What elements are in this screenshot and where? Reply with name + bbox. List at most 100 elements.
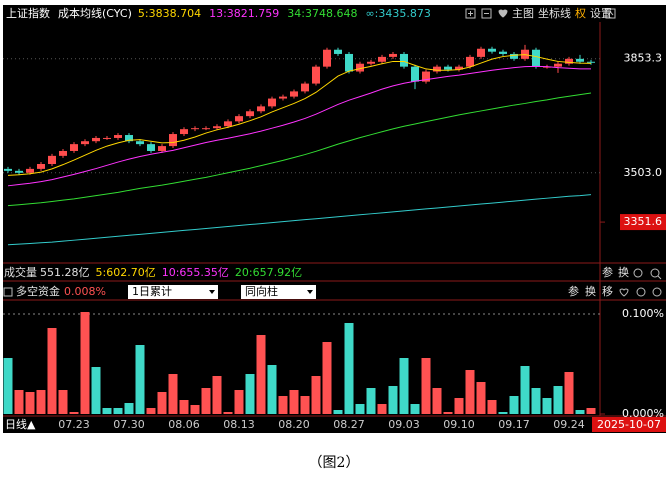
x-tick-label: 08.27 bbox=[333, 418, 365, 431]
candle-body bbox=[59, 150, 67, 156]
bar bbox=[58, 390, 68, 414]
bar bbox=[454, 398, 464, 414]
bar bbox=[377, 404, 387, 414]
candle-body bbox=[191, 128, 199, 130]
x-tick-label: 08.20 bbox=[278, 418, 310, 431]
header-button[interactable]: 设置 bbox=[590, 7, 612, 20]
fund-button[interactable]: 换 bbox=[585, 284, 596, 298]
cursor-date: 2025-10-07 bbox=[597, 418, 661, 431]
candle-body bbox=[70, 144, 78, 151]
bar bbox=[245, 374, 255, 414]
y-tick-label: 0.000% bbox=[622, 407, 664, 420]
bar bbox=[113, 408, 123, 414]
x-tick-label: 07.23 bbox=[58, 418, 90, 431]
candle-body bbox=[488, 48, 496, 52]
candle-body bbox=[180, 129, 188, 135]
ma-line bbox=[7, 194, 592, 246]
volume-average: 10:655.35亿 bbox=[162, 266, 229, 279]
ma-line bbox=[7, 92, 592, 207]
x-tick-label: 08.13 bbox=[223, 418, 255, 431]
candle-body bbox=[92, 137, 100, 142]
bar bbox=[520, 366, 530, 414]
header-button[interactable]: 权 bbox=[575, 7, 586, 20]
dropdown-label: 1日累计 bbox=[132, 285, 172, 298]
bar bbox=[146, 408, 156, 414]
bar bbox=[47, 328, 57, 414]
bar bbox=[190, 405, 200, 414]
x-tick-label: 09.24 bbox=[553, 418, 585, 431]
bar bbox=[36, 390, 46, 414]
candle-body bbox=[532, 49, 540, 67]
bar bbox=[498, 412, 508, 414]
candle-body bbox=[224, 121, 232, 127]
x-tick-label: 07.30 bbox=[113, 418, 145, 431]
candle-body bbox=[158, 146, 166, 151]
candle-body bbox=[356, 63, 364, 72]
bar bbox=[102, 408, 112, 414]
bar bbox=[432, 388, 442, 414]
bar bbox=[465, 370, 475, 414]
bar bbox=[14, 390, 24, 414]
cursor-date-box bbox=[592, 417, 666, 432]
candle-body bbox=[433, 66, 441, 72]
candle-body bbox=[114, 135, 122, 138]
legend-entry: 34:3748.648 bbox=[287, 7, 357, 20]
candle-body bbox=[48, 155, 56, 164]
dropdown[interactable] bbox=[128, 285, 218, 299]
period: 日线▲ bbox=[5, 417, 36, 431]
bar bbox=[69, 412, 79, 414]
volume-button[interactable]: 换 bbox=[618, 265, 629, 279]
candle-body bbox=[202, 128, 210, 130]
candle-body bbox=[378, 56, 386, 62]
x-tick-label: 09.10 bbox=[443, 418, 475, 431]
candle-body bbox=[466, 56, 474, 67]
dropdown[interactable] bbox=[241, 285, 316, 299]
bar bbox=[234, 390, 244, 414]
candle-body bbox=[125, 135, 133, 142]
candle-body bbox=[246, 111, 254, 117]
header-button[interactable]: 主图 bbox=[512, 7, 534, 20]
tick-box bbox=[620, 214, 666, 231]
candle-body bbox=[147, 144, 155, 151]
fund-button[interactable]: 移 bbox=[602, 285, 613, 298]
bar bbox=[3, 358, 13, 414]
candle-body bbox=[26, 168, 34, 173]
candle-body bbox=[444, 66, 452, 70]
dropdown-arrow bbox=[209, 290, 215, 294]
candle-body bbox=[169, 134, 177, 147]
candle-body bbox=[290, 91, 298, 97]
y-tick-label: 3503.0 bbox=[624, 166, 663, 179]
candle-body bbox=[411, 66, 419, 82]
bar bbox=[278, 396, 288, 414]
bar bbox=[531, 388, 541, 414]
fund-value: 0.008% bbox=[64, 285, 106, 298]
bar bbox=[300, 396, 310, 414]
candle-body bbox=[367, 61, 375, 64]
candle-body bbox=[323, 49, 331, 67]
bar bbox=[586, 408, 596, 414]
bar bbox=[575, 410, 585, 414]
x-tick-label: 09.17 bbox=[498, 418, 530, 431]
volume-button[interactable]: 参 bbox=[602, 265, 613, 279]
legend-entry: 5:3838.704 bbox=[138, 7, 201, 20]
dropdown-label: 同向柱 bbox=[245, 284, 278, 298]
fund-button[interactable]: 参 bbox=[568, 284, 579, 298]
bar bbox=[168, 374, 178, 414]
candle-body bbox=[576, 58, 584, 62]
toolbar-icons bbox=[3, 8, 662, 297]
bar bbox=[311, 376, 321, 414]
bar bbox=[509, 396, 519, 414]
header-button[interactable]: 坐标线 bbox=[538, 6, 571, 20]
candle-body bbox=[389, 53, 397, 57]
x-tick-label: 08.06 bbox=[168, 418, 200, 431]
candle-body bbox=[587, 61, 595, 63]
bar bbox=[553, 386, 563, 414]
candle-body bbox=[136, 141, 144, 145]
bar bbox=[542, 398, 552, 414]
volume-average: 20:657.92亿 bbox=[235, 266, 302, 279]
bar bbox=[399, 358, 409, 414]
candle-body bbox=[312, 66, 320, 84]
bar bbox=[355, 404, 365, 414]
candle-body bbox=[235, 116, 243, 122]
